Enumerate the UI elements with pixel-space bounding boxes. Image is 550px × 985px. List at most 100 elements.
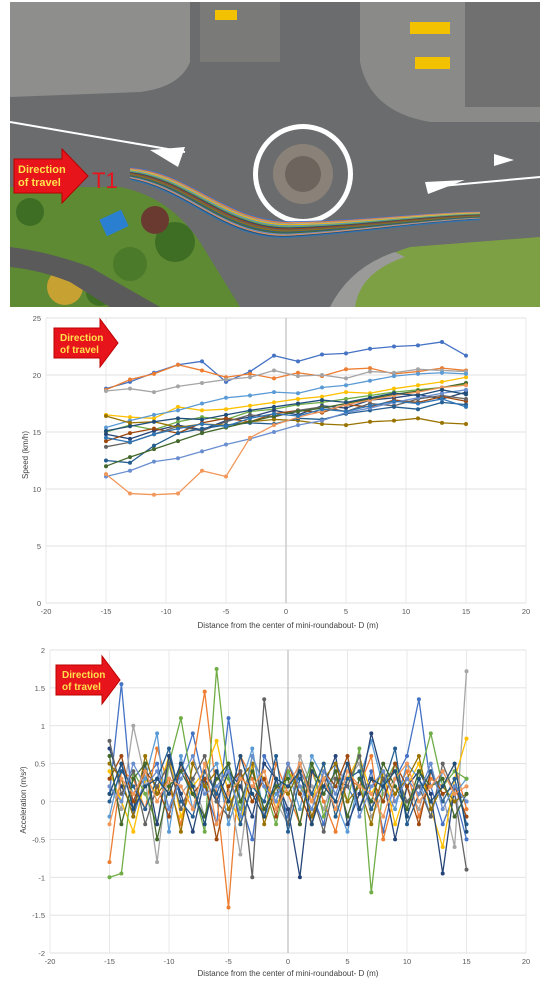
lane-marking [10, 121, 186, 153]
roundabout-island-center [285, 156, 321, 192]
data-point [416, 769, 421, 774]
data-point [214, 761, 219, 766]
entry-label: T1 [92, 168, 118, 193]
data-point [393, 807, 398, 812]
data-point [250, 875, 255, 880]
data-point [464, 829, 469, 834]
data-point [167, 807, 171, 812]
data-point [200, 426, 204, 431]
y-tick-label: -1 [38, 873, 45, 882]
x-tick-label: 0 [286, 957, 290, 966]
data-point [464, 404, 468, 409]
data-point [369, 731, 374, 736]
data-point [226, 814, 231, 819]
data-point [178, 784, 183, 789]
y-tick-label: 5 [37, 542, 41, 551]
data-point [119, 776, 124, 781]
data-point [202, 761, 207, 766]
data-point [178, 776, 183, 781]
data-point [464, 387, 468, 392]
data-point [309, 822, 314, 827]
data-point [296, 374, 300, 379]
data-point [464, 383, 468, 388]
series-line [105, 383, 467, 433]
data-point [152, 426, 156, 431]
data-point [167, 784, 171, 789]
data-point [297, 791, 302, 796]
data-point [190, 784, 195, 789]
data-point [464, 353, 468, 358]
acceleration-direction-text-line2: of travel [62, 682, 101, 693]
data-point [368, 346, 372, 351]
data-point [405, 769, 409, 774]
data-point [178, 807, 183, 812]
x-tick-label: 5 [344, 607, 348, 616]
data-point [416, 383, 420, 388]
data-point [345, 761, 350, 766]
data-point [274, 754, 279, 759]
data-point [357, 769, 362, 774]
data-point [107, 776, 112, 781]
data-point [226, 776, 231, 781]
data-point [297, 784, 302, 789]
data-point [428, 814, 433, 819]
data-point [357, 776, 362, 781]
data-point [248, 419, 252, 424]
data-point [214, 769, 219, 774]
data-point [190, 807, 195, 812]
data-point [416, 371, 420, 376]
data-point [143, 807, 148, 812]
data-point [178, 799, 183, 804]
series-line [105, 415, 467, 429]
give-way-marking [150, 147, 185, 167]
data-point [297, 761, 302, 766]
data-point [333, 807, 338, 812]
data-point [440, 776, 445, 781]
data-point [320, 418, 324, 423]
data-point [167, 829, 171, 834]
data-point [357, 754, 362, 759]
data-point [262, 814, 267, 819]
data-point [224, 474, 228, 479]
data-point [128, 415, 132, 420]
data-point [428, 761, 433, 766]
series-15 [104, 387, 468, 433]
y-tick-label: 20 [33, 371, 41, 380]
data-point [440, 391, 444, 396]
speed-direction-arrow [53, 317, 119, 369]
data-point [202, 754, 207, 759]
data-point [167, 761, 171, 766]
data-point [368, 378, 372, 383]
data-point [104, 472, 108, 477]
data-point [202, 776, 207, 781]
x-tick-label: -5 [225, 957, 232, 966]
data-point [464, 669, 469, 674]
data-point [309, 807, 314, 812]
y-tick-label: -0.5 [32, 835, 45, 844]
data-point [297, 875, 302, 880]
x-tick-label: 15 [462, 957, 470, 966]
trajectory-line [129, 170, 481, 227]
data-point [250, 799, 255, 804]
data-point [344, 423, 348, 428]
data-point [368, 419, 372, 424]
data-point [176, 431, 180, 436]
data-point [381, 784, 386, 789]
data-point [416, 784, 421, 789]
y-tick-label: 0.5 [35, 760, 45, 769]
data-point [152, 419, 156, 424]
data-point [296, 423, 300, 428]
building-top-right [465, 2, 540, 107]
data-point [440, 420, 444, 425]
data-point [369, 822, 374, 827]
data-point [155, 776, 160, 781]
data-point [274, 799, 279, 804]
x-tick-label: -20 [41, 607, 52, 616]
data-point [440, 761, 445, 766]
trajectory-line [129, 177, 481, 236]
data-point [393, 799, 398, 804]
data-point [226, 799, 231, 804]
data-point [131, 814, 136, 819]
parking-marking [415, 57, 450, 69]
data-point [155, 860, 160, 865]
